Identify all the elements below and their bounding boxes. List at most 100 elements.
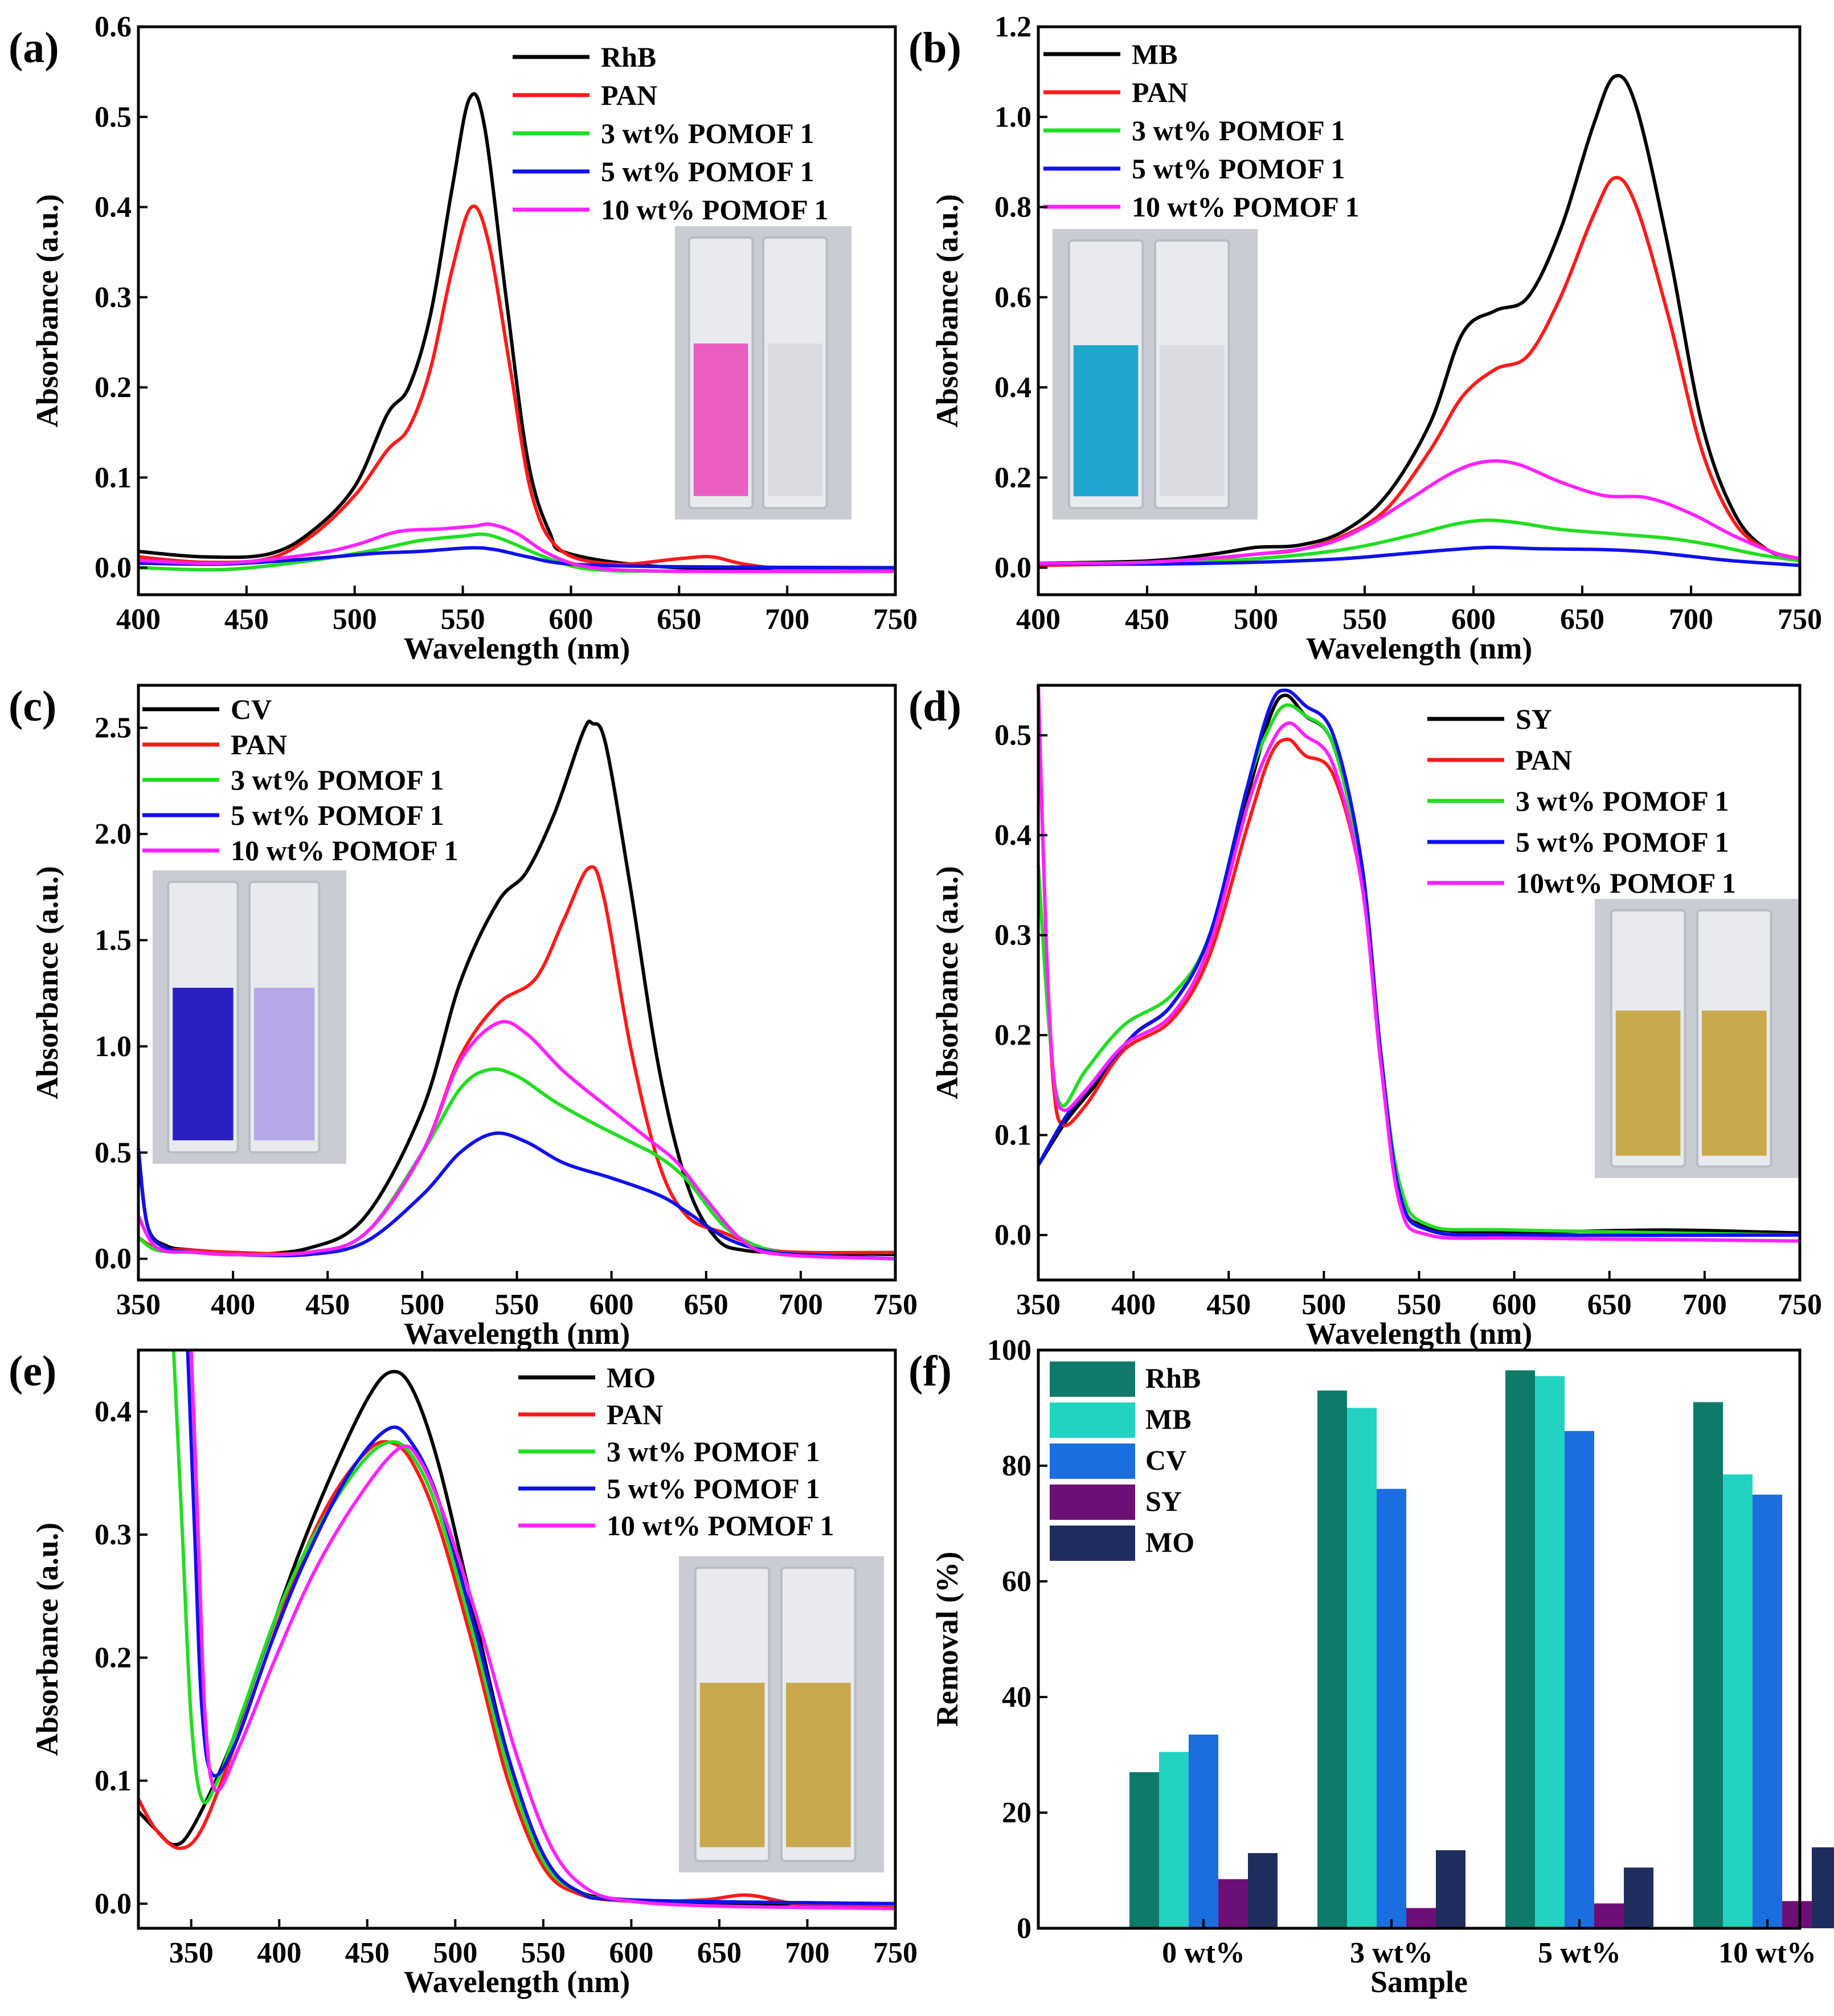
- legend-label: 5 wt% POMOF 1: [607, 1473, 820, 1504]
- x-tick-label: 450: [224, 603, 269, 636]
- bar: [1565, 1431, 1594, 1928]
- cuvette-liquid: [173, 988, 234, 1140]
- plot-frame: [137, 1348, 897, 1930]
- y-tick-label: 0.3: [95, 1519, 132, 1551]
- legend-label: SY: [1516, 703, 1552, 735]
- x-tick-label: 750: [873, 1289, 918, 1321]
- series-line: [1038, 545, 1800, 567]
- inset-photo: [1595, 899, 1800, 1178]
- chart-panel-1: (a) 400 450 500 550 600 650 700 750 RhB PAN 3 wt% P…: [9, 11, 918, 665]
- bar: [1753, 1494, 1782, 1928]
- legend-label: 10 wt% POMOF 1: [1132, 191, 1359, 223]
- y-tick-label: 0.6: [95, 11, 132, 43]
- x-tick-label: 600: [590, 1289, 634, 1321]
- x-tick-label: 500: [400, 1289, 444, 1321]
- x-tick-label: 450: [345, 1937, 390, 1969]
- bar: [1317, 1391, 1347, 1928]
- bar: [1189, 1734, 1218, 1928]
- plot-frame: [1037, 684, 1802, 1282]
- x-tick-label: 700: [779, 1289, 823, 1321]
- x-tick-label: 650: [1587, 1289, 1632, 1321]
- legend-swatch: [1050, 1402, 1135, 1438]
- legend-label: 10wt% POMOF 1: [1516, 867, 1736, 899]
- bar: [1782, 1901, 1812, 1928]
- cuvette-liquid: [1702, 1011, 1767, 1156]
- legend-label: 3 wt% POMOF 1: [601, 117, 814, 149]
- inset-photo: [153, 870, 346, 1164]
- y-tick-label: 0.0: [994, 552, 1031, 584]
- plot-frame: [137, 25, 897, 596]
- legend-label: RhB: [1145, 1362, 1201, 1394]
- x-tick-label: 750: [1778, 603, 1822, 636]
- x-tick-label: 500: [1234, 603, 1278, 636]
- legend-label: 10 wt% POMOF 1: [231, 835, 458, 866]
- x-tick-label: 400: [1016, 603, 1061, 636]
- series-line: [1038, 518, 1800, 566]
- legend-label: CV: [1145, 1444, 1186, 1476]
- y-tick-label: 0.2: [95, 371, 132, 404]
- panel-label: (a): [9, 24, 59, 72]
- legend-label: 5 wt% POMOF 1: [1516, 826, 1729, 858]
- x-tick-label: 3 wt%: [1350, 1937, 1433, 1969]
- y-tick-label: 100: [987, 1334, 1031, 1367]
- legend-label: MO: [607, 1361, 656, 1393]
- bar: [1624, 1867, 1653, 1928]
- x-tick-label: 750: [873, 1937, 918, 1969]
- x-tick-label: 350: [169, 1937, 214, 1969]
- x-tick-label: 10 wt%: [1718, 1937, 1816, 1969]
- legend-swatch: [1050, 1526, 1135, 1561]
- y-tick-label: 20: [1002, 1797, 1031, 1829]
- bar: [1248, 1853, 1278, 1928]
- series-line: [186, 1350, 896, 1905]
- y-axis-label: Absorbance (a.u.): [30, 194, 64, 428]
- legend-label: MB: [1132, 38, 1178, 70]
- plot-frame: [1037, 1348, 1802, 1930]
- x-tick-label: 450: [1206, 1289, 1251, 1321]
- x-tick-label: 450: [1125, 603, 1169, 636]
- x-tick-label: 700: [1682, 1289, 1727, 1321]
- x-tick-label: 350: [1016, 1289, 1061, 1321]
- bar: [1377, 1489, 1406, 1928]
- y-tick-label: 0.4: [95, 191, 132, 224]
- inset-photo: [679, 1556, 884, 1872]
- legend-label: PAN: [1132, 76, 1188, 108]
- x-tick-label: 0 wt%: [1162, 1937, 1245, 1969]
- panel-label: (d): [908, 682, 961, 730]
- y-tick-label: 2.5: [95, 712, 132, 745]
- inset-photo: [675, 226, 852, 520]
- y-tick-label: 60: [1002, 1565, 1031, 1598]
- series-line: [138, 546, 896, 570]
- x-tick-label: 550: [1342, 603, 1387, 636]
- bar: [1436, 1850, 1465, 1928]
- x-tick-label: 700: [765, 603, 809, 636]
- series-line: [137, 1020, 896, 1261]
- bar: [1505, 1370, 1535, 1928]
- y-tick-label: 0.1: [994, 1119, 1031, 1152]
- cuvette-liquid: [1615, 1011, 1681, 1156]
- legend-label: PAN: [231, 729, 287, 760]
- x-axis-label: Wavelength (nm): [1306, 631, 1533, 665]
- x-tick-label: 650: [1560, 603, 1604, 636]
- bar: [1218, 1879, 1248, 1928]
- y-tick-label: 0.4: [994, 371, 1031, 404]
- y-axis-label: Absorbance (a.u.): [30, 866, 64, 1099]
- y-axis-label: Absorbance (a.u.): [30, 1523, 64, 1756]
- cuvette-liquid: [768, 344, 822, 496]
- y-tick-label: 0.1: [95, 1765, 132, 1797]
- series-line: [189, 1350, 896, 1911]
- bar: [1693, 1402, 1723, 1928]
- x-tick-label: 400: [257, 1937, 301, 1969]
- y-tick-label: 0.5: [95, 1136, 132, 1169]
- legend-label: 3 wt% POMOF 1: [231, 764, 444, 796]
- x-tick-label: 400: [211, 1289, 255, 1321]
- panel-label: (f): [908, 1347, 952, 1395]
- x-tick-label: 600: [1451, 603, 1496, 636]
- legend-label: 5 wt% POMOF 1: [1132, 153, 1345, 185]
- y-tick-label: 0.4: [95, 1396, 132, 1428]
- legend-label: MB: [1145, 1403, 1192, 1435]
- panel-label: (b): [908, 24, 961, 72]
- bar: [1406, 1908, 1436, 1928]
- cuvette-liquid: [693, 344, 748, 496]
- y-tick-label: 1.0: [95, 1031, 132, 1063]
- x-tick-label: 500: [1301, 1289, 1346, 1321]
